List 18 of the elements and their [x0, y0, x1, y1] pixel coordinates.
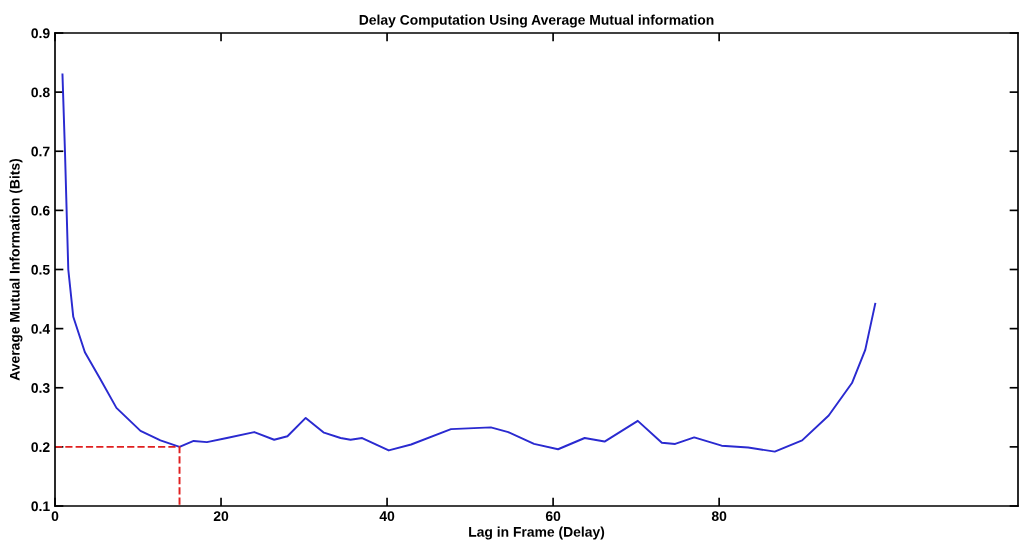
- y-axis-title: Average Mutual Information (Bits): [9, 158, 23, 381]
- y-tick-label: 0.4: [31, 323, 51, 334]
- y-tick-label: 0.8: [31, 87, 50, 98]
- y-tick-label: 0.7: [31, 146, 50, 157]
- y-tick-label: 0.9: [31, 28, 50, 39]
- x-tick-label: 40: [379, 511, 395, 522]
- x-tick-label: 0: [51, 511, 59, 522]
- y-tick-label: 0.2: [31, 442, 50, 453]
- y-tick-label: 0.5: [31, 264, 50, 275]
- y-tick-label: 0.6: [31, 205, 50, 216]
- x-axis-title: Lag in Frame (Delay): [469, 526, 605, 540]
- y-tick-label: 0.1: [31, 501, 50, 512]
- x-tick-label: 20: [213, 511, 229, 522]
- x-tick-label: 60: [545, 511, 561, 522]
- y-tick-label: 0.3: [31, 383, 50, 393]
- x-tick-label: 80: [711, 511, 727, 522]
- chart-title: Delay Computation Using Average Mutual information: [359, 14, 714, 28]
- line-series: [61, 73, 877, 453]
